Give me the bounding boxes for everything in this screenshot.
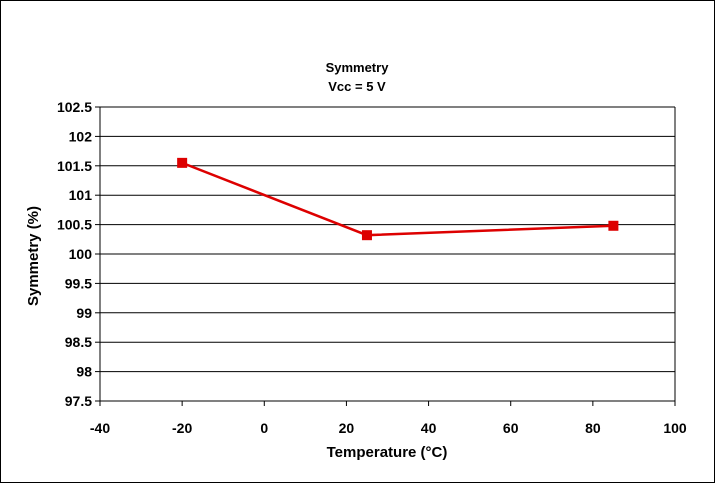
x-tick-label: 60 [503, 420, 519, 436]
y-tick-label: 102.5 [57, 99, 92, 115]
chart-title: Symmetry [326, 60, 390, 75]
data-point-marker [608, 220, 619, 231]
y-tick-labels: 97.5 98 98.5 99 99.5 100 100.5 101 101.5 102 102.5 [57, 99, 92, 409]
gridlines [100, 106, 675, 402]
x-tick-label: 0 [260, 420, 268, 436]
y-tick-label: 99 [76, 305, 92, 321]
x-tick-label: -40 [90, 420, 110, 436]
y-tick-label: 99.5 [65, 275, 92, 291]
x-axis-title: Temperature (°C) [327, 444, 448, 461]
x-tick-label: 20 [339, 420, 355, 436]
x-tick-label: -20 [172, 420, 192, 436]
x-tick-label: 80 [585, 420, 601, 436]
y-tick-label: 100.5 [57, 217, 92, 233]
data-point-marker [177, 157, 188, 168]
y-tick-label: 101 [69, 187, 93, 203]
y-tick-label: 98 [76, 364, 92, 380]
x-tick-label: 100 [663, 420, 687, 436]
y-tick-label: 101.5 [57, 158, 92, 174]
series-layer [177, 157, 619, 241]
data-point-marker [361, 230, 372, 241]
y-tick-label: 98.5 [65, 334, 92, 350]
y-tick-label: 102 [69, 128, 93, 144]
axes [95, 106, 676, 406]
y-axis-title: Symmetry (%) [25, 206, 42, 306]
y-tick-label: 100 [69, 246, 93, 262]
y-tick-label: 97.5 [65, 393, 92, 409]
chart-subtitle: Vcc = 5 V [328, 79, 386, 94]
x-tick-label: 40 [421, 420, 437, 436]
x-tick-labels: -40 -20 0 20 40 60 80 100 [90, 420, 687, 436]
